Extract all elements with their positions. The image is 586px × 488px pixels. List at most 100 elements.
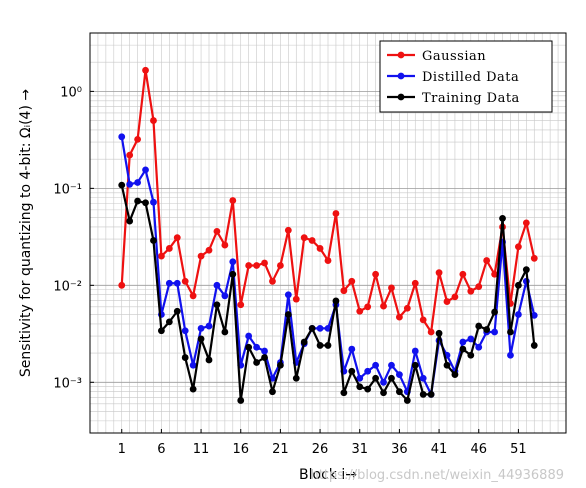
data-point xyxy=(229,258,237,266)
data-point xyxy=(173,234,181,242)
data-point xyxy=(411,347,419,355)
data-point xyxy=(181,277,189,285)
legend-label: Distilled Data xyxy=(422,70,519,85)
x-tick-label: 21 xyxy=(272,442,289,457)
data-point xyxy=(150,198,157,206)
data-point xyxy=(308,324,316,332)
data-point xyxy=(197,324,205,332)
data-point xyxy=(388,361,395,369)
data-point xyxy=(126,151,134,159)
data-point xyxy=(277,361,284,369)
x-tick-label: 26 xyxy=(312,442,329,457)
data-point xyxy=(443,361,451,369)
data-point xyxy=(205,322,213,330)
legend-swatch-marker xyxy=(397,93,405,101)
data-point xyxy=(213,301,221,309)
data-point xyxy=(292,295,300,303)
data-point xyxy=(475,322,483,330)
data-point xyxy=(261,259,268,267)
data-point xyxy=(253,262,260,269)
data-point xyxy=(372,361,379,369)
data-point xyxy=(459,345,467,353)
data-point xyxy=(467,335,475,343)
data-point xyxy=(316,245,324,252)
data-point xyxy=(419,374,427,382)
data-point xyxy=(181,354,189,361)
data-point xyxy=(253,343,260,351)
data-point xyxy=(507,351,514,359)
data-point xyxy=(165,279,173,287)
data-point xyxy=(324,257,332,264)
legend-item: Distilled Data xyxy=(387,70,519,85)
data-point xyxy=(205,356,213,364)
data-point xyxy=(126,217,134,225)
data-point xyxy=(253,359,260,366)
data-point xyxy=(205,246,213,254)
data-point xyxy=(427,328,435,336)
data-point xyxy=(277,262,284,269)
watermark-text: https://blog.csdn.net/weixin_44936889 xyxy=(310,468,564,483)
data-point xyxy=(126,180,134,188)
y-tick-label: 10⁰ xyxy=(60,85,82,100)
y-tick-label: 10⁻² xyxy=(53,279,82,294)
x-tick-label: 51 xyxy=(510,442,527,457)
data-point xyxy=(213,281,221,289)
data-point xyxy=(467,287,475,295)
x-tick-label: 16 xyxy=(232,442,249,457)
data-point xyxy=(507,328,514,336)
data-point xyxy=(245,343,253,351)
data-point xyxy=(348,367,356,375)
data-point xyxy=(491,308,498,316)
data-point xyxy=(237,397,245,404)
data-point xyxy=(340,287,348,295)
data-point xyxy=(332,297,340,305)
data-point xyxy=(189,385,197,393)
data-point xyxy=(522,219,530,227)
data-point xyxy=(411,279,419,287)
legend-item: Gaussian xyxy=(387,49,486,64)
data-point xyxy=(515,243,522,251)
data-point xyxy=(197,252,205,260)
data-point xyxy=(530,342,538,349)
data-point xyxy=(134,179,142,186)
data-point xyxy=(372,374,379,382)
data-point xyxy=(364,303,372,311)
data-point xyxy=(380,389,387,397)
data-point xyxy=(372,270,379,278)
x-tick-label: 11 xyxy=(193,442,210,457)
plot-frame xyxy=(89,32,567,434)
data-point xyxy=(467,351,475,359)
data-point xyxy=(419,391,427,398)
data-point xyxy=(491,328,498,336)
legend: Gaussian Distilled Data Training Data xyxy=(379,40,553,113)
data-point xyxy=(316,324,324,332)
data-point xyxy=(403,397,411,404)
data-point xyxy=(403,304,411,312)
y-tick-label: 10⁻¹ xyxy=(53,182,82,197)
y-axis-label: Sensitivity for quantizing to 4-bit: Ωᵢ(… xyxy=(18,89,34,377)
data-point xyxy=(165,245,173,252)
data-point xyxy=(142,199,149,207)
data-point xyxy=(245,262,253,269)
legend-swatch-marker xyxy=(397,72,405,80)
data-point xyxy=(118,181,126,189)
data-point xyxy=(419,316,427,324)
data-point xyxy=(261,347,268,355)
data-point xyxy=(269,388,276,396)
data-point xyxy=(142,66,149,74)
data-point xyxy=(380,378,387,386)
data-point xyxy=(316,342,324,349)
data-point xyxy=(522,266,530,274)
x-tick-label: 36 xyxy=(391,442,408,457)
data-point xyxy=(118,281,126,289)
data-point xyxy=(491,270,498,278)
data-point xyxy=(284,226,292,234)
data-point xyxy=(284,291,292,299)
data-point xyxy=(515,281,522,289)
data-point xyxy=(134,197,142,205)
data-point xyxy=(380,302,387,310)
data-point xyxy=(221,328,229,336)
data-point xyxy=(451,371,459,379)
